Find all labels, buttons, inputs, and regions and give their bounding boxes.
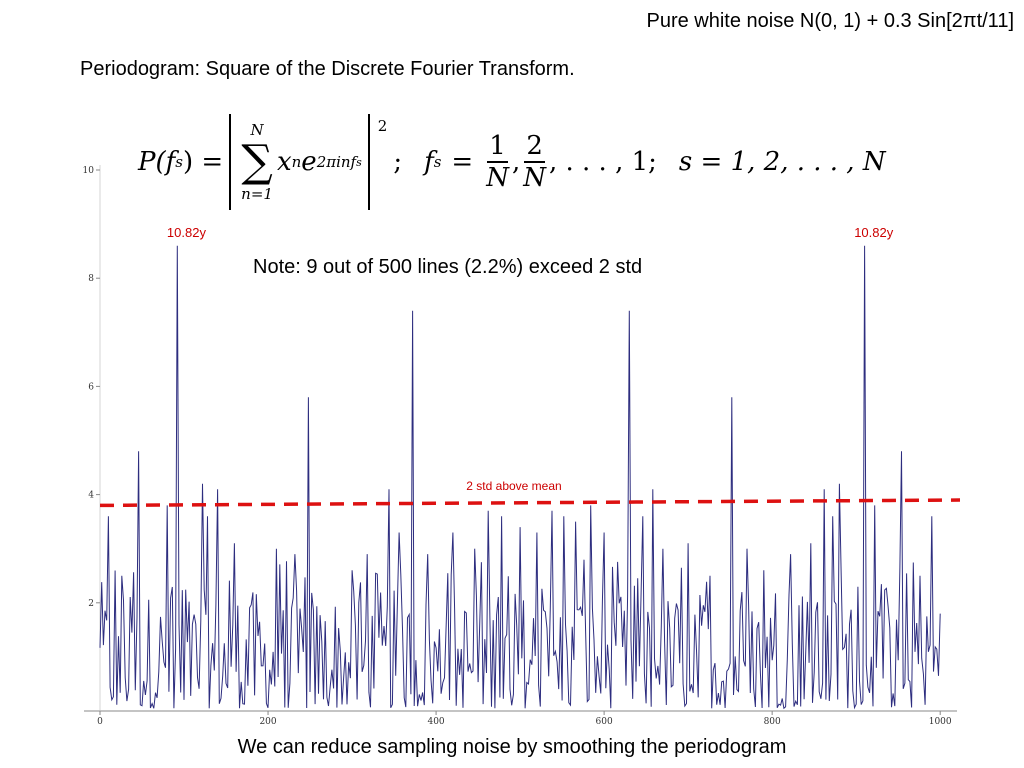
formula-exp-base: e bbox=[301, 147, 317, 177]
chart-axes: 0 200 400 600 800 1000 2 4 6 8 10 bbox=[83, 165, 957, 727]
y-tick-label: 2 bbox=[88, 599, 94, 609]
x-tick-label: 0 bbox=[97, 717, 103, 727]
formula-square: 2 bbox=[377, 117, 388, 135]
abs-bar-left bbox=[229, 114, 232, 210]
x-tick-label: 800 bbox=[764, 717, 781, 727]
subtitle: Periodogram: Square of the Discrete Four… bbox=[80, 58, 575, 80]
two-std-label: 2 std above mean bbox=[466, 479, 561, 493]
formula-lhs-close: ) = bbox=[182, 147, 224, 177]
fraction-one-den: N bbox=[486, 163, 509, 193]
sum-sign: ∑ bbox=[241, 136, 273, 187]
abs-bar-right bbox=[367, 114, 370, 210]
y-tick-label: 4 bbox=[88, 491, 94, 501]
sum-operator: N ∑ n=1 bbox=[241, 121, 273, 203]
formula-fs-sub: s bbox=[433, 153, 442, 171]
y-tick-label: 8 bbox=[88, 274, 94, 284]
formula-fs: f bbox=[424, 147, 434, 177]
formula-term-sub: n bbox=[291, 153, 302, 171]
formula-lhs: P(f bbox=[138, 147, 176, 177]
formula-lhs-sub: s bbox=[175, 153, 183, 171]
fraction-two: 2 N bbox=[523, 131, 546, 193]
y-tick-label: 6 bbox=[88, 382, 94, 392]
two-std-line bbox=[99, 498, 961, 508]
chart-annotations: 10.82y 10.82y bbox=[167, 225, 894, 240]
peak-annotation: 10.82y bbox=[167, 225, 207, 240]
x-tick-label: 1000 bbox=[929, 717, 952, 727]
x-tick-label: 400 bbox=[427, 717, 444, 727]
footer-text: We can reduce sampling noise by smoothin… bbox=[237, 736, 787, 758]
x-tick-label: 200 bbox=[259, 717, 276, 727]
chart-title: Pure white noise N(0, 1) + 0.3 Sin[2πt/1… bbox=[646, 10, 1014, 32]
formula-rest: , . . . , 1; bbox=[548, 147, 657, 177]
fraction-one-num: 1 bbox=[487, 131, 508, 163]
formula-fs-eq: = bbox=[451, 147, 474, 177]
formula-exponent: 2πinf bbox=[316, 153, 357, 171]
formula-exponent-sub: s bbox=[356, 155, 362, 169]
fraction-one: 1 N bbox=[486, 131, 509, 193]
sum-upper-limit: N bbox=[250, 121, 264, 139]
formula-s-range: s = 1, 2, . . . , N bbox=[678, 147, 886, 177]
fraction-two-den: N bbox=[523, 163, 546, 193]
x-tick-label: 600 bbox=[596, 717, 613, 727]
sum-lower-limit: n=1 bbox=[241, 185, 273, 203]
note-text: Note: 9 out of 500 lines (2.2%) exceed 2… bbox=[253, 256, 643, 278]
formula-sep: ; bbox=[393, 147, 403, 177]
periodogram-series bbox=[99, 245, 941, 710]
formula-term: x bbox=[276, 147, 292, 177]
two-std-reference: 2 std above mean bbox=[99, 479, 961, 508]
peak-annotation: 10.82y bbox=[854, 225, 894, 240]
y-tick-label: 10 bbox=[83, 166, 95, 176]
fraction-two-num: 2 bbox=[524, 131, 545, 163]
periodogram-line bbox=[99, 245, 941, 710]
